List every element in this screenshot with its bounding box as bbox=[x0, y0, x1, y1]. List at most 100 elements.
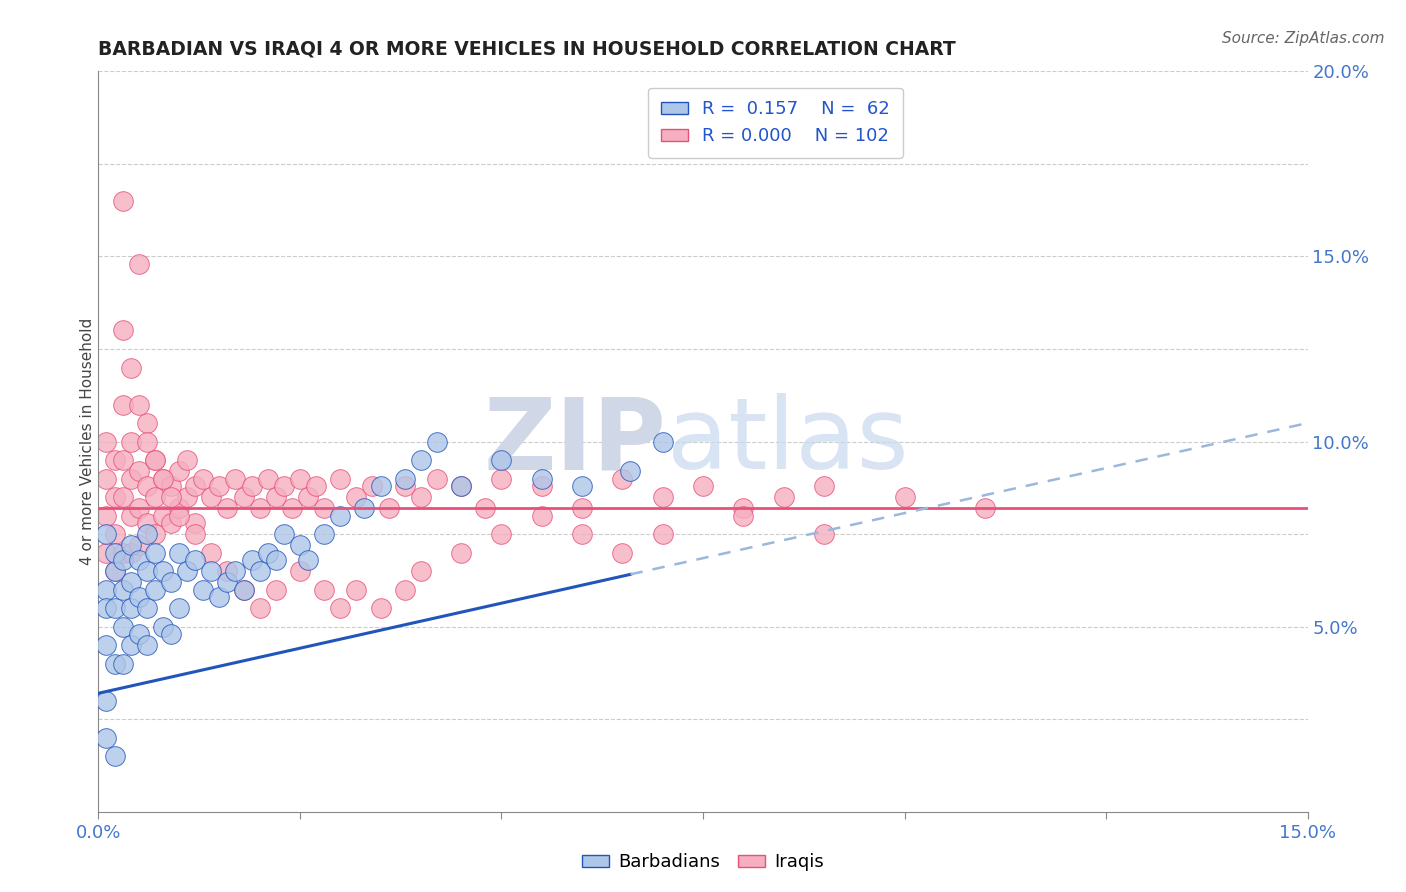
Point bbox=[571, 501, 593, 516]
Point bbox=[474, 501, 496, 516]
Point bbox=[120, 538, 142, 552]
Point bbox=[135, 564, 157, 578]
Point bbox=[143, 527, 166, 541]
Point bbox=[135, 416, 157, 430]
Point bbox=[217, 564, 239, 578]
Point bbox=[96, 527, 118, 541]
Point bbox=[200, 564, 222, 578]
Point bbox=[120, 638, 142, 652]
Point bbox=[128, 464, 150, 478]
Point bbox=[224, 472, 246, 486]
Point bbox=[377, 501, 399, 516]
Point bbox=[208, 590, 231, 604]
Point bbox=[96, 582, 118, 597]
Point bbox=[160, 479, 183, 493]
Point bbox=[103, 453, 125, 467]
Point bbox=[96, 694, 118, 708]
Point bbox=[128, 257, 150, 271]
Point bbox=[264, 553, 287, 567]
Point bbox=[135, 527, 157, 541]
Point bbox=[530, 508, 553, 523]
Text: BARBADIAN VS IRAQI 4 OR MORE VEHICLES IN HOUSEHOLD CORRELATION CHART: BARBADIAN VS IRAQI 4 OR MORE VEHICLES IN… bbox=[98, 39, 956, 59]
Point bbox=[152, 472, 174, 486]
Point bbox=[143, 453, 166, 467]
Point bbox=[103, 527, 125, 541]
Point bbox=[96, 472, 118, 486]
Point bbox=[530, 479, 553, 493]
Point bbox=[111, 657, 134, 671]
Point bbox=[651, 527, 673, 541]
Point bbox=[232, 582, 254, 597]
Point bbox=[167, 601, 190, 615]
Point bbox=[530, 472, 553, 486]
Point bbox=[160, 627, 183, 641]
Point bbox=[200, 545, 222, 560]
Point bbox=[120, 545, 142, 560]
Point bbox=[813, 479, 835, 493]
Point bbox=[111, 453, 134, 467]
Point bbox=[143, 490, 166, 504]
Point bbox=[692, 479, 714, 493]
Point bbox=[217, 575, 239, 590]
Point bbox=[571, 527, 593, 541]
Point bbox=[491, 453, 513, 467]
Point bbox=[612, 545, 634, 560]
Point bbox=[167, 464, 190, 478]
Point bbox=[370, 479, 392, 493]
Legend: Barbadians, Iraqis: Barbadians, Iraqis bbox=[575, 847, 831, 879]
Point bbox=[344, 490, 367, 504]
Point bbox=[143, 545, 166, 560]
Point bbox=[111, 582, 134, 597]
Point bbox=[193, 472, 215, 486]
Point bbox=[264, 490, 287, 504]
Point bbox=[128, 627, 150, 641]
Point bbox=[329, 601, 352, 615]
Text: atlas: atlas bbox=[666, 393, 908, 490]
Point bbox=[232, 490, 254, 504]
Point bbox=[200, 490, 222, 504]
Point bbox=[264, 582, 287, 597]
Point bbox=[152, 508, 174, 523]
Point bbox=[120, 434, 142, 449]
Point bbox=[813, 527, 835, 541]
Point bbox=[329, 472, 352, 486]
Point bbox=[128, 398, 150, 412]
Point bbox=[176, 564, 198, 578]
Point bbox=[450, 479, 472, 493]
Point bbox=[120, 575, 142, 590]
Point bbox=[135, 434, 157, 449]
Point bbox=[491, 527, 513, 541]
Point bbox=[128, 501, 150, 516]
Point bbox=[281, 501, 304, 516]
Point bbox=[344, 582, 367, 597]
Point bbox=[167, 508, 190, 523]
Point bbox=[111, 545, 134, 560]
Point bbox=[314, 501, 336, 516]
Point bbox=[152, 472, 174, 486]
Point bbox=[450, 479, 472, 493]
Point bbox=[111, 398, 134, 412]
Point bbox=[273, 479, 295, 493]
Point bbox=[361, 479, 384, 493]
Point bbox=[111, 324, 134, 338]
Point bbox=[409, 564, 432, 578]
Point bbox=[152, 564, 174, 578]
Point bbox=[103, 657, 125, 671]
Point bbox=[772, 490, 794, 504]
Point bbox=[974, 501, 997, 516]
Point bbox=[111, 619, 134, 633]
Point bbox=[176, 490, 198, 504]
Point bbox=[167, 545, 190, 560]
Point bbox=[217, 501, 239, 516]
Point bbox=[329, 508, 352, 523]
Point bbox=[111, 553, 134, 567]
Point bbox=[288, 538, 311, 552]
Point bbox=[111, 194, 134, 208]
Point bbox=[256, 545, 278, 560]
Point bbox=[111, 490, 134, 504]
Point bbox=[96, 508, 118, 523]
Point bbox=[96, 638, 118, 652]
Point bbox=[491, 472, 513, 486]
Point bbox=[297, 490, 319, 504]
Point bbox=[96, 731, 118, 745]
